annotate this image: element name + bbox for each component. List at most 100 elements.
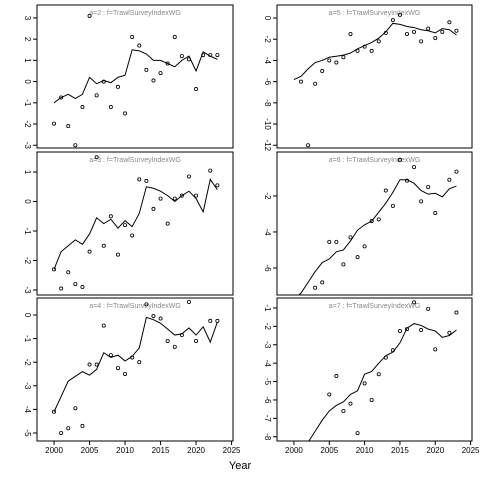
observed-point <box>426 184 431 189</box>
observed-point <box>412 29 417 34</box>
observed-point <box>440 29 445 34</box>
y-tick-label: -1 <box>23 99 32 107</box>
observed-point <box>94 93 99 98</box>
observed-point <box>299 79 304 84</box>
observed-point <box>179 54 184 59</box>
observed-point <box>355 431 360 436</box>
observed-point <box>341 55 346 60</box>
plot-area <box>297 157 459 295</box>
y-tick-label: 1 <box>23 58 32 63</box>
observed-point <box>87 362 92 367</box>
observed-point <box>94 155 99 160</box>
observed-point <box>108 214 113 219</box>
y-tick-label: -2 <box>263 36 272 44</box>
fit-line <box>297 179 457 295</box>
observed-point <box>172 344 177 349</box>
observed-point <box>320 280 325 285</box>
observed-point <box>179 193 184 198</box>
plot-area <box>52 300 220 435</box>
observed-point <box>383 30 388 35</box>
observed-point <box>348 401 353 406</box>
observed-point <box>215 318 220 323</box>
y-tick-label: 2 <box>23 37 32 42</box>
observed-point <box>144 178 149 183</box>
observed-point <box>334 60 339 65</box>
y-tick-label: -2 <box>23 120 32 128</box>
observed-point <box>179 333 184 338</box>
observed-point <box>130 355 135 360</box>
observed-point <box>404 178 409 183</box>
observed-point <box>80 423 85 428</box>
fit-line <box>53 49 218 104</box>
plot-area <box>52 13 220 148</box>
observed-point <box>362 44 367 49</box>
y-tick-label: -5 <box>263 378 272 386</box>
x-tick-label: 2015 <box>391 446 409 455</box>
x-tick-label: 2025 <box>462 446 480 455</box>
observed-point <box>194 193 199 198</box>
observed-point <box>355 48 360 53</box>
plot-area <box>308 300 459 441</box>
observed-point <box>215 183 220 188</box>
observed-point <box>369 48 374 53</box>
observed-point <box>123 223 128 228</box>
y-tick-label: -3 <box>23 382 32 390</box>
y-tick-label: -3 <box>263 341 272 349</box>
observed-point <box>390 18 395 23</box>
observed-point <box>397 157 402 162</box>
y-tick-label: -1 <box>263 304 272 312</box>
observed-point <box>137 43 142 48</box>
observed-point <box>101 79 106 84</box>
observed-point <box>66 426 71 431</box>
observed-point <box>172 35 177 40</box>
observed-point <box>158 316 163 321</box>
observed-point <box>186 300 191 305</box>
y-tick-label: 3 <box>23 16 32 21</box>
observed-point <box>115 252 120 257</box>
observed-point <box>80 105 85 110</box>
observed-point <box>66 124 71 129</box>
panel-title: a=6 : f=TrawlSurveyIndexWG <box>329 157 421 164</box>
observed-point <box>412 300 417 305</box>
observed-point <box>130 35 135 40</box>
fit-line <box>293 22 457 80</box>
observed-point <box>404 327 409 332</box>
observed-point <box>369 397 374 402</box>
observed-point <box>123 371 128 376</box>
observed-point <box>186 57 191 62</box>
y-tick-label: 0 <box>23 313 32 318</box>
x-tick-label: 2005 <box>81 446 99 455</box>
panel-title: a=5 : f=TrawlSurveyIndexWG <box>329 10 421 17</box>
observed-point <box>108 105 113 110</box>
observed-point <box>426 306 431 311</box>
x-tick-label: 2005 <box>320 446 338 455</box>
x-axis-label: Year <box>229 460 252 472</box>
observed-point <box>137 177 142 182</box>
y-tick-label: -1 <box>23 335 32 343</box>
panel-frame <box>36 297 234 442</box>
observed-point <box>208 168 213 173</box>
observed-point <box>334 374 339 379</box>
observed-point <box>348 235 353 240</box>
observed-point <box>151 78 156 83</box>
y-tick-label: -3 <box>23 142 32 150</box>
y-tick-label: -3 <box>23 286 32 294</box>
observed-point <box>419 39 424 44</box>
observed-point <box>130 233 135 238</box>
observed-point <box>447 177 452 182</box>
x-tick-label: 2015 <box>152 446 170 455</box>
observed-point <box>433 347 438 352</box>
observed-point <box>404 31 409 36</box>
y-tick-label: 0 <box>23 79 32 84</box>
observed-point <box>66 270 71 275</box>
panel-frame <box>276 297 473 442</box>
panel-frame <box>36 4 234 149</box>
observed-point <box>59 430 64 435</box>
y-tick-label: -2 <box>263 323 272 331</box>
observed-point <box>194 87 199 92</box>
observed-point <box>59 95 64 100</box>
observed-point <box>419 199 424 204</box>
observed-point <box>306 143 311 148</box>
observed-point <box>144 302 149 307</box>
